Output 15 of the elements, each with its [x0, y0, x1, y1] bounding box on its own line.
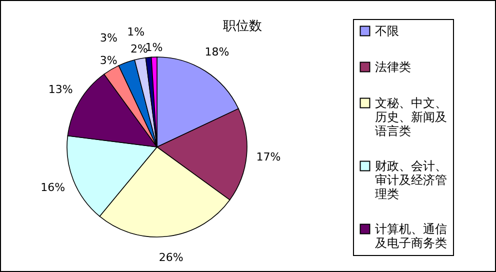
data-label: 13%: [48, 82, 73, 96]
data-label: 16%: [40, 181, 66, 194]
data-label: 2%: [130, 42, 148, 56]
data-label: 1%: [127, 25, 145, 38]
data-label: 18%: [204, 45, 230, 58]
data-label: 26%: [158, 251, 184, 264]
legend-label: 法律类: [375, 60, 411, 74]
chart-title: 职位数: [223, 19, 262, 34]
legend-label: 财政、会计、审计及经济管理类: [375, 159, 447, 201]
data-label: 17%: [256, 150, 281, 164]
legend-label: 文秘、中文、历史、新闻及语言类: [375, 96, 447, 138]
legend-label: 不限: [375, 24, 399, 38]
data-label: 3%: [100, 54, 118, 68]
legend-label: 计算机、通信及电子商务类: [375, 222, 447, 250]
data-label: 3%: [100, 32, 118, 45]
